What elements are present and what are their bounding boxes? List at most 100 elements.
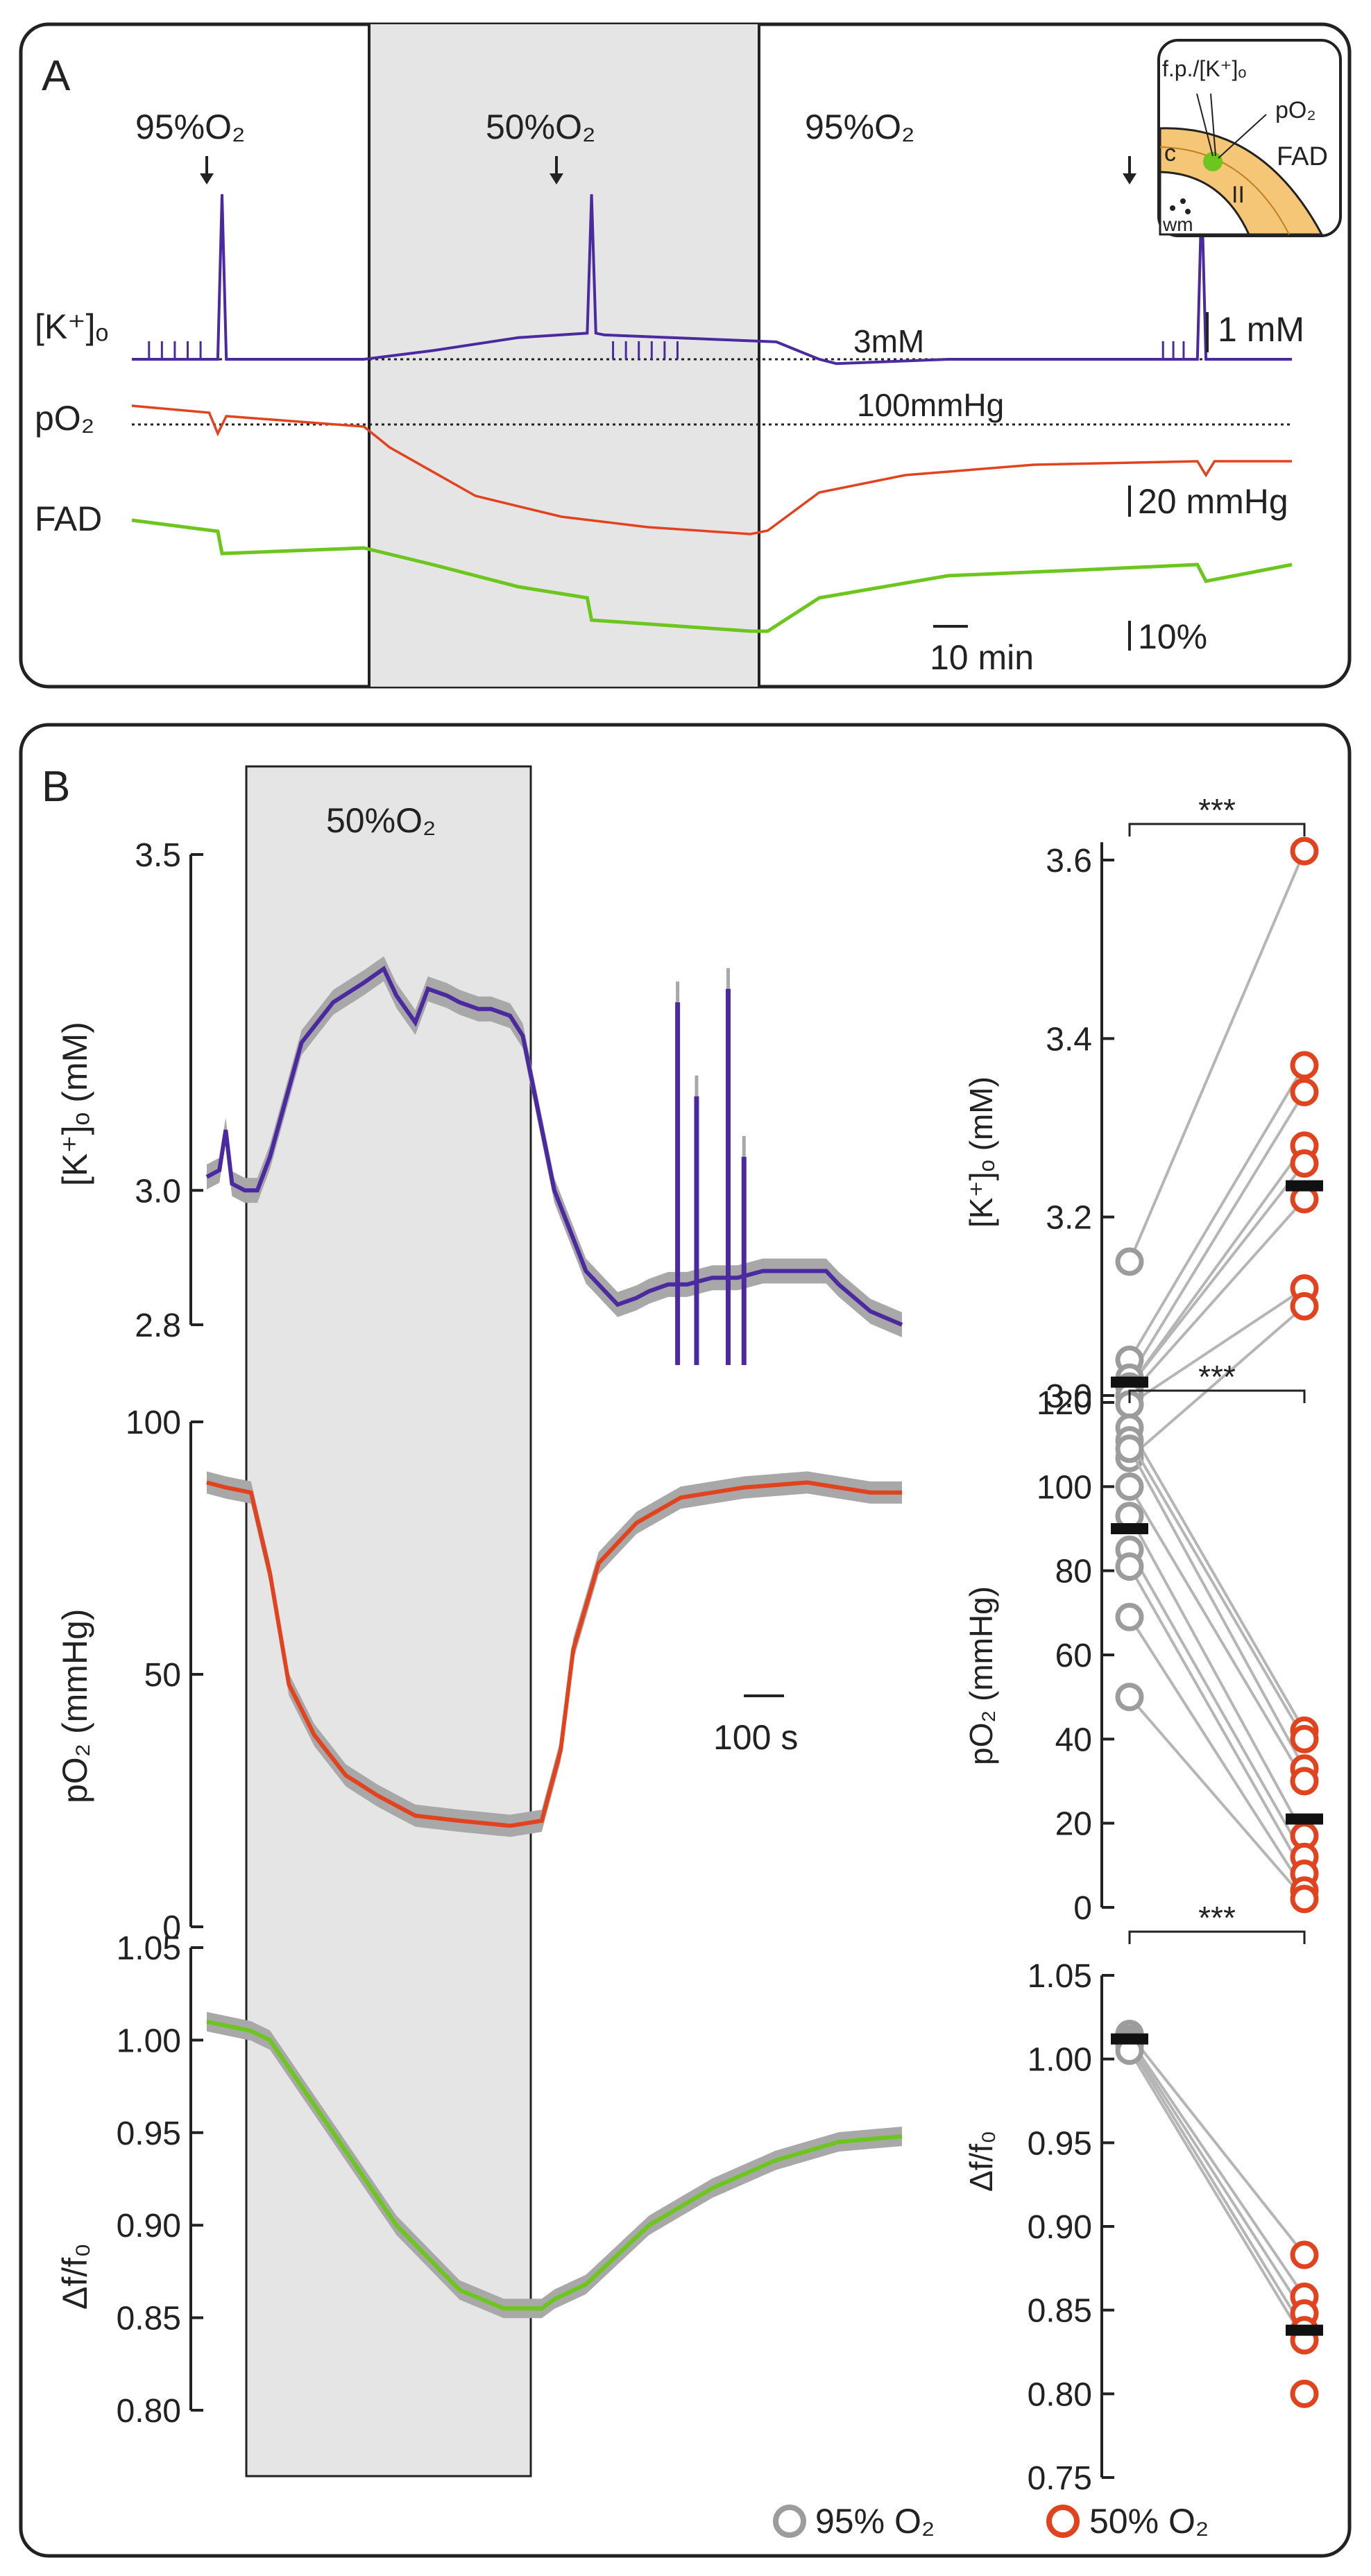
fad-scatter-tick-label-3: 0.90 bbox=[1028, 2209, 1092, 2246]
fad-trace-tick-label-3: 0.90 bbox=[117, 2208, 181, 2244]
k-scatter-pair-line-6 bbox=[1128, 1287, 1306, 1406]
fad-trace-ylabel: Δf/f₀ bbox=[56, 2243, 94, 2310]
k-scatter-tick-label-2: 3.2 bbox=[1046, 1200, 1092, 1237]
k-scatter-hypo-point-0 bbox=[1290, 836, 1319, 866]
fad-scatter-pair-line-4 bbox=[1128, 2050, 1306, 2342]
k-scatter: 3.6 3.4 3.2 3.0 *** bbox=[1046, 792, 1323, 1485]
inset-wm-dot-1 bbox=[1170, 205, 1175, 211]
arrow-marker-3 bbox=[1123, 156, 1136, 184]
fad-scatter-tick-label-0: 1.05 bbox=[1028, 1958, 1092, 1995]
legend: 95% O₂ 50% O₂ bbox=[773, 2502, 1209, 2541]
fad-scatter-hypo-point-5 bbox=[1290, 2379, 1319, 2408]
po2-scatter-ctrl-point-2 bbox=[1115, 1434, 1144, 1463]
inset-probe-1 bbox=[1196, 93, 1214, 157]
k-scatter-ctrl-point-0 bbox=[1115, 1247, 1144, 1276]
po2-trace-tick-label-1: 50 bbox=[144, 1657, 181, 1694]
condition-label-3: 95%O₂ bbox=[805, 108, 914, 146]
scale-po2-label: 20 mmHg bbox=[1138, 482, 1288, 521]
legend-hypo-marker bbox=[1046, 2505, 1080, 2538]
arrow-marker-2 bbox=[550, 156, 563, 184]
po2-trace-axis: 100 50 0 bbox=[126, 1405, 203, 1946]
po2-trace-tick-label-2: 0 bbox=[162, 1909, 181, 1946]
po2-scatter-tick-label-1: 100 bbox=[1037, 1469, 1092, 1506]
inset-wm-dot-3 bbox=[1185, 209, 1191, 214]
inset-slice-inner bbox=[1159, 171, 1251, 236]
scale-k-label: 1 mM bbox=[1218, 310, 1304, 349]
po2-scatter-pair-line-0 bbox=[1128, 1427, 1306, 1732]
legend-ctrl-marker bbox=[773, 2505, 806, 2538]
po2-scatter: 120 100 80 60 40 20 0 *** bbox=[1037, 1359, 1323, 1927]
po2-scatter-hypo-point-3 bbox=[1290, 1767, 1319, 1796]
fad-scatter-tick-label-2: 0.95 bbox=[1028, 2125, 1092, 2162]
po2-scatter-ctrl-point-6 bbox=[1115, 1552, 1144, 1581]
k-scatter-ylabel: [K⁺]ₒ (mM) bbox=[963, 1076, 999, 1228]
panel-a-letter: A bbox=[42, 52, 71, 100]
inset-probe-2 bbox=[1210, 93, 1216, 157]
k-scatter-tick-label-1: 3.4 bbox=[1046, 1021, 1092, 1058]
fad-scatter-tick-label-5: 0.80 bbox=[1028, 2376, 1092, 2413]
fad-scatter-hypo-point-0 bbox=[1290, 2240, 1319, 2269]
k-trace-axis: 3.5 3.0 2.8 bbox=[135, 837, 203, 1344]
k-scatter-pair-line-3 bbox=[1128, 1144, 1306, 1388]
po2-scatter-ctrl-point-3 bbox=[1115, 1472, 1144, 1501]
time-scale-label: 100 s bbox=[713, 1718, 798, 1757]
po2-trace-error-band bbox=[207, 1471, 902, 1837]
k-scatter-sig-bracket bbox=[1128, 823, 1306, 836]
inset-c-label: c bbox=[1164, 140, 1176, 166]
legend-hypo-label: 50% O₂ bbox=[1089, 2502, 1209, 2541]
inset-layer-line bbox=[1159, 146, 1290, 235]
po2-scatter-pair-line-3 bbox=[1128, 1486, 1306, 1783]
panel-b-frame bbox=[19, 723, 1352, 2558]
trace-a-k bbox=[132, 194, 1292, 366]
arrow-marker-1 bbox=[200, 156, 214, 184]
trace-a-fad bbox=[131, 518, 1293, 633]
fad-scatter-pair-line-2 bbox=[1128, 2041, 1306, 2315]
k-scatter-pair-line-4 bbox=[1128, 1162, 1306, 1388]
fad-scatter-pair-line-0 bbox=[1128, 2033, 1306, 2256]
baseline-po2-label: 100mmHg bbox=[857, 387, 1004, 423]
po2-scatter-sig-bracket bbox=[1128, 1389, 1306, 1403]
fad-scatter-sig-label: *** bbox=[1198, 1900, 1236, 1936]
baseline-k-label: 3mM bbox=[853, 323, 924, 359]
fad-scatter: 1.05 1.00 0.95 0.90 0.85 0.80 0.75 *** bbox=[1028, 1900, 1323, 2497]
fad-trace-tick-label-4: 0.85 bbox=[117, 2301, 181, 2337]
panel-b-condition-label: 50%O₂ bbox=[326, 801, 436, 840]
fad-scatter-ylabel: Δf/f₀ bbox=[963, 2131, 999, 2192]
panel-b-hypoxia-shade bbox=[245, 765, 532, 2478]
fad-trace-tick-label-2: 0.95 bbox=[117, 2115, 181, 2152]
k-trace-tick-label-0: 3.5 bbox=[135, 837, 181, 874]
po2-scatter-pair-line-7 bbox=[1128, 1616, 1306, 1891]
fad-scatter-tick-label-1: 1.00 bbox=[1028, 2042, 1092, 2079]
panel-b: B 50%O₂ 100 s 3.5 3.0 2.8 100 50 0 1.05 1.00 0… bbox=[19, 723, 1352, 2558]
k-scatter-tick-label-3: 3.0 bbox=[1046, 1378, 1092, 1415]
fad-scatter-sig-bracket bbox=[1128, 1930, 1306, 1944]
k-trace-line bbox=[205, 965, 903, 1327]
inset-fad-label: FAD bbox=[1277, 142, 1328, 171]
k-scatter-pair-line-1 bbox=[1128, 1064, 1306, 1361]
fad-trace-tick-label-1: 1.00 bbox=[117, 2023, 181, 2059]
po2-scatter-pair-line-5 bbox=[1128, 1549, 1306, 1858]
po2-scatter-pair-line-4 bbox=[1128, 1515, 1306, 1837]
po2-scatter-pair-line-2 bbox=[1128, 1448, 1306, 1769]
po2-scatter-tick-label-6: 0 bbox=[1073, 1890, 1092, 1927]
po2-trace-tick-label-0: 100 bbox=[126, 1405, 181, 1441]
trace-label-k: [K⁺]ₒ bbox=[35, 307, 108, 346]
condition-label-1: 95%O₂ bbox=[135, 108, 245, 146]
k-scatter-hypo-point-4 bbox=[1290, 1149, 1319, 1178]
panel-a-hypoxia-shade bbox=[369, 24, 759, 687]
k-scatter-pair-line-5 bbox=[1128, 1198, 1306, 1397]
k-trace-ylabel: [K⁺]ₒ (mM) bbox=[56, 1022, 94, 1186]
po2-scatter-hypo-point-1 bbox=[1290, 1724, 1319, 1753]
k-scatter-sig-label: *** bbox=[1198, 792, 1236, 828]
trace-a-k-small-spikes bbox=[148, 341, 1185, 359]
po2-scatter-tick-label-2: 80 bbox=[1055, 1554, 1092, 1590]
legend-ctrl-label: 95% O₂ bbox=[815, 2502, 935, 2541]
po2-trace-line bbox=[206, 1480, 902, 1828]
scale-fad-label: 10% bbox=[1138, 617, 1207, 656]
po2-scatter-ylabel: pO₂ (mmHg) bbox=[963, 1586, 999, 1765]
po2-scatter-pair-line-8 bbox=[1128, 1696, 1306, 1900]
po2-scatter-hypo-point-8 bbox=[1290, 1884, 1319, 1914]
inset-wm-label: wm bbox=[1162, 214, 1193, 235]
inset-layer-label: II bbox=[1232, 182, 1245, 208]
k-scatter-hypo-point-7 bbox=[1290, 1291, 1319, 1321]
